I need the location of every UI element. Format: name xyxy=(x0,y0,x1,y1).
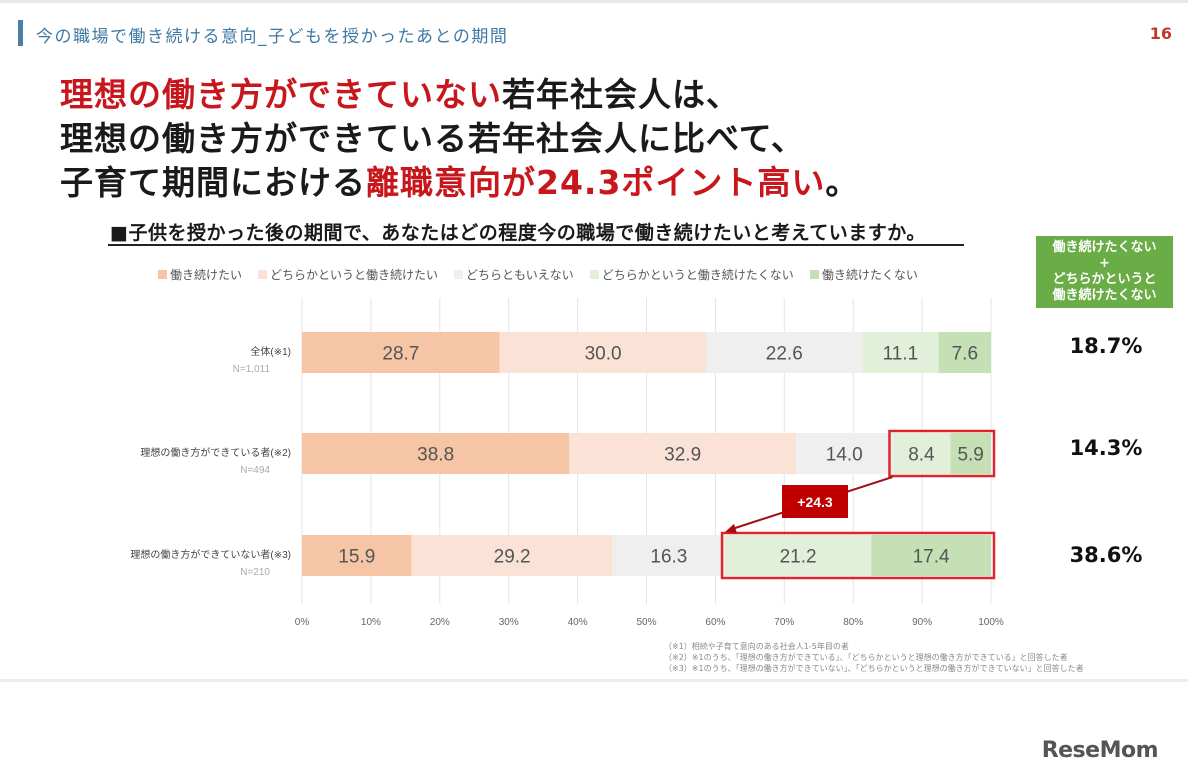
bar-value-label: 16.3 xyxy=(650,547,687,568)
category-label: 理想の働き方ができている者(※2) xyxy=(140,446,291,459)
callout-box: 働き続けたくない + どちらかというと 働き続けたくない xyxy=(1036,236,1173,308)
bar-value-label: 17.4 xyxy=(913,547,950,568)
x-tick-label: 20% xyxy=(430,617,450,628)
page-number: 16 xyxy=(1149,24,1172,43)
chart-legend: 働き続けたい どちらかというと働き続けたい どちらともいえない どちらかというと働き続… xyxy=(158,266,934,283)
bar-value-label: 5.9 xyxy=(957,445,983,466)
bar-value-label: 32.9 xyxy=(664,445,701,466)
footnote-3: （※3）※1のうち、「理想の働き方ができていない」、「どちらかというと理想の働き… xyxy=(664,664,1084,673)
section-accent-bar xyxy=(18,20,23,46)
top-divider xyxy=(0,0,1188,3)
legend-swatch xyxy=(158,270,167,279)
bar-value-label: 22.6 xyxy=(766,344,803,365)
annotation-box xyxy=(782,485,848,518)
bar-value-label: 11.1 xyxy=(883,344,919,365)
total-not-continue-overall: 18.7% xyxy=(1069,334,1143,358)
category-label: 全体(※1) xyxy=(250,345,291,358)
bar-segment xyxy=(302,332,500,373)
footnotes: （※1）相続や子育て意向のある社会人1-5年目の者 （※2）※1のうち、「理想の… xyxy=(664,641,1084,674)
bottom-divider xyxy=(0,679,1188,682)
legend-label: どちらかというと働き続けたい xyxy=(270,268,439,282)
legend-label: どちらともいえない xyxy=(466,268,574,282)
headline-red-3: 離職意向が24.3ポイント高い xyxy=(366,163,826,202)
callout-plus: + xyxy=(1099,256,1110,271)
callout-line-1: 働き続けたくない xyxy=(1052,240,1157,255)
sample-size-label: N=494 xyxy=(240,465,270,476)
bar-value-label: 29.2 xyxy=(494,547,531,568)
bar-segment xyxy=(938,332,991,373)
legend-label: 働き続けたい xyxy=(170,268,243,282)
footnote-2: （※2）※1のうち、「理想の働き方ができている」、「どちらかというと理想の働き方… xyxy=(664,653,1068,662)
x-tick-label: 30% xyxy=(499,617,519,628)
bar-value-label: 7.6 xyxy=(952,344,978,365)
bar-segment xyxy=(871,535,991,576)
bar-segment xyxy=(862,332,939,373)
bar-value-label: 14.0 xyxy=(826,445,863,466)
x-tick-label: 60% xyxy=(705,617,725,628)
brand-logo: ReseMom xyxy=(1041,738,1159,763)
bar-value-label: 28.7 xyxy=(382,344,419,365)
headline-line-3: 子育て期間における離職意向が24.3ポイント高い。 xyxy=(60,156,859,204)
bar-segment xyxy=(569,433,797,474)
bar-segment xyxy=(706,332,863,373)
legend-item: どちらともいえない xyxy=(454,266,574,283)
legend-swatch xyxy=(454,270,464,279)
annotation-label: +24.3 xyxy=(797,494,833,510)
bar-segment xyxy=(499,332,707,373)
sample-size-label: N=1,011 xyxy=(233,364,271,375)
annotation-arrow-head xyxy=(725,523,738,534)
bar-segment xyxy=(411,535,613,576)
x-tick-label: 0% xyxy=(295,617,310,628)
x-tick-label: 10% xyxy=(361,617,381,628)
legend-label: 働き続けたくない xyxy=(821,268,918,282)
question-underline xyxy=(108,244,964,246)
legend-item: どちらかというと働き続けたくない xyxy=(589,266,794,283)
x-tick-label: 40% xyxy=(568,617,588,628)
headline-end-3: 。 xyxy=(825,163,860,202)
legend-item: 働き続けたくない xyxy=(809,266,918,283)
stacked-bar-chart: 0% 10% 20% 30% 40% 50% 60% 70% 80% 90% 100% 28.7 30.… xyxy=(130,298,1004,628)
x-tick-label: 50% xyxy=(636,617,656,628)
highlight-box xyxy=(888,429,996,478)
x-tick-label: 70% xyxy=(774,617,794,628)
sample-size-label: N=210 xyxy=(240,567,270,578)
total-not-continue-ideal: 14.3% xyxy=(1069,436,1143,460)
bar-value-label: 8.4 xyxy=(908,445,935,466)
footnote-1: （※1）相続や子育て意向のある社会人1-5年目の者 xyxy=(664,642,849,651)
x-tick-label: 80% xyxy=(843,617,863,628)
callout-line-2: どちらかというと xyxy=(1052,272,1157,287)
section-title: 今の職場で働き続ける意向_子どもを授かったあとの期間 xyxy=(36,27,509,47)
bar-segment xyxy=(950,433,991,474)
bar-value-label: 38.8 xyxy=(417,445,454,466)
category-label: 理想の働き方ができていない者(※3) xyxy=(130,548,291,561)
headline-black-1: 若年社会人は、 xyxy=(502,75,740,114)
bar-segment xyxy=(796,433,893,474)
legend-item: どちらかというと働き続けたい xyxy=(258,266,438,283)
bar-segment xyxy=(302,535,412,576)
headline-line-1: 理想の働き方ができていない若年社会人は、 xyxy=(60,68,740,116)
bar-value-label: 30.0 xyxy=(585,344,622,365)
x-tick-label: 90% xyxy=(912,617,932,628)
callout-line-3: 働き続けたくない xyxy=(1052,288,1157,303)
bar-value-label: 15.9 xyxy=(338,547,375,568)
legend-swatch xyxy=(589,270,599,279)
bar-value-label: 21.2 xyxy=(780,547,817,568)
bar-segment xyxy=(302,433,570,474)
x-tick-label: 100% xyxy=(978,617,1004,628)
survey-question: ■子供を授かった後の期間で、あなたはどの程度今の職場で働き続けたいと考えています… xyxy=(110,222,926,244)
bar-segment xyxy=(725,535,872,576)
bar-segment xyxy=(612,535,726,576)
legend-label: どちらかというと働き続けたくない xyxy=(601,268,794,282)
legend-swatch xyxy=(809,270,819,279)
headline-red-1: 理想の働き方ができていない xyxy=(60,75,502,114)
headline-black-3: 子育て期間における xyxy=(60,163,366,202)
bar-segment xyxy=(892,433,951,474)
legend-swatch xyxy=(258,270,268,279)
headline-line-2: 理想の働き方ができている若年社会人に比べて、 xyxy=(60,119,806,158)
total-not-continue-not-ideal: 38.6% xyxy=(1069,543,1143,567)
highlight-box xyxy=(720,531,996,580)
legend-item: 働き続けたい xyxy=(158,266,242,283)
